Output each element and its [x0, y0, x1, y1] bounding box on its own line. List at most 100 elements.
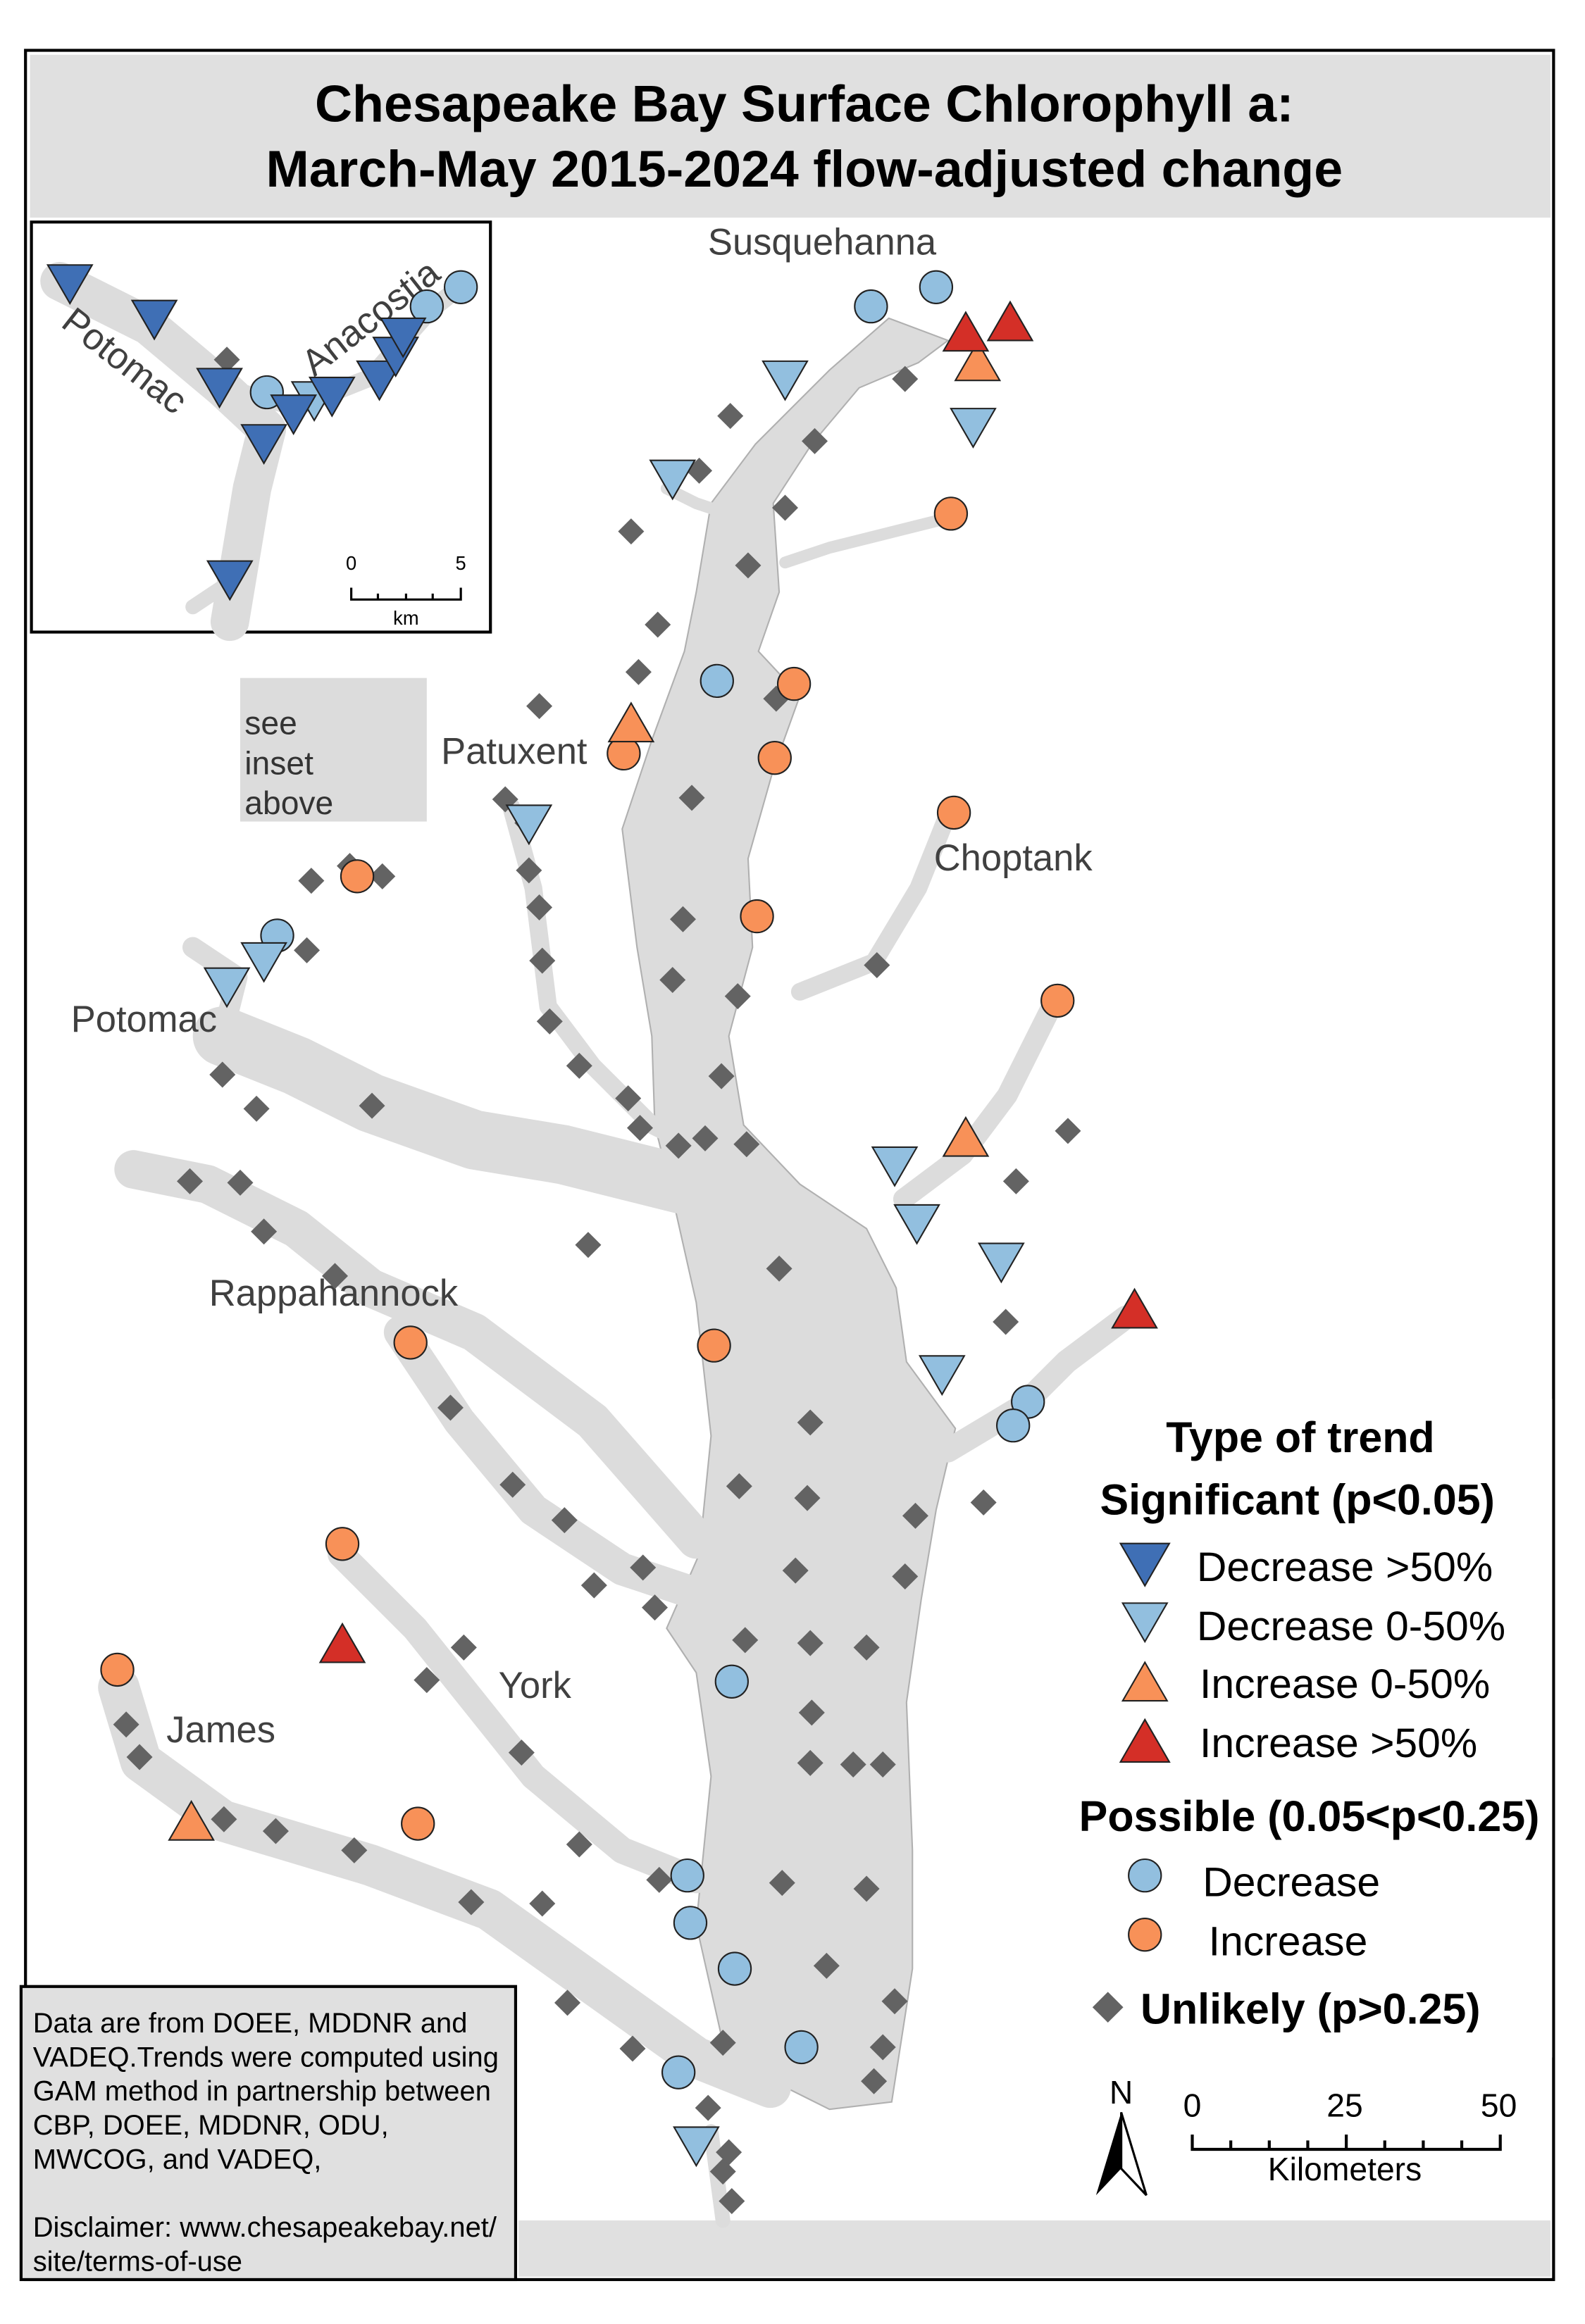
inset-scale-5: 5: [456, 552, 466, 574]
unlikely-marker: [526, 894, 553, 920]
unlikely-marker: [1002, 1168, 1029, 1194]
decrease-marker: [950, 408, 997, 449]
unlikely-marker: [782, 1557, 809, 1584]
possible-decrease-marker: [673, 1906, 708, 1940]
increase-marker: [168, 1799, 215, 1841]
unlikely-marker: [797, 1630, 823, 1656]
decrease-strong-marker: [270, 394, 318, 435]
legend-label-increase-strong: Increase >50%: [1200, 1720, 1477, 1766]
decrease-marker: [893, 1204, 940, 1245]
unlikely-marker: [708, 1063, 735, 1089]
possible-decrease-marker: [714, 1664, 749, 1699]
decrease-strong-marker: [356, 360, 403, 401]
unlikely-marker: [298, 868, 325, 894]
title-bar: [30, 54, 1551, 218]
disclaimer-line: MWCOG, and VADEQ,: [33, 2144, 322, 2175]
possible-increase-marker: [100, 1652, 135, 1687]
scale-tick-0: 0: [1183, 2087, 1202, 2124]
possible-decrease-marker: [409, 289, 444, 324]
map-title-line1: Chesapeake Bay Surface Chlorophyll a:: [315, 74, 1294, 132]
legend-label-decrease: Decrease 0-50%: [1197, 1604, 1505, 1649]
unlikely-marker: [551, 1507, 578, 1534]
unlikely-marker: [341, 1837, 368, 1863]
unlikely-marker: [369, 863, 396, 889]
possible-decrease-marker: [717, 1951, 752, 1986]
possible-decrease-marker: [444, 270, 478, 304]
possible-increase-marker: [933, 496, 969, 531]
increase-marker: [1121, 1661, 1169, 1702]
see-inset-line3: above: [244, 785, 333, 821]
unlikely-marker: [126, 1744, 153, 1770]
unlikely-marker: [642, 1594, 669, 1621]
unlikely-marker: [554, 1989, 581, 2016]
scale-tick-25: 25: [1326, 2087, 1362, 2124]
unlikely-marker: [516, 857, 542, 884]
unlikely-marker: [211, 1806, 237, 1832]
unlikely-marker: [869, 2034, 896, 2061]
unlikely-marker: [262, 1818, 289, 1844]
label-james: James: [166, 1709, 275, 1751]
unlikely-marker: [695, 2094, 721, 2121]
decrease-marker: [762, 360, 809, 401]
possible-decrease-marker: [661, 2055, 696, 2089]
decrease-marker: [649, 459, 697, 501]
increase-strong-marker: [986, 300, 1034, 342]
inset-scale-unit: km: [393, 607, 418, 629]
unlikely-marker: [892, 1563, 919, 1590]
label-choptank: Choptank: [934, 837, 1093, 879]
unlikely-marker: [709, 2159, 736, 2185]
scale-tick-50: 50: [1481, 2087, 1517, 2124]
disclaimer-line: Data are from DOEE, MDDNR and: [33, 2008, 468, 2039]
unlikely-marker: [802, 427, 828, 454]
unlikely-marker: [766, 1255, 792, 1282]
unlikely-marker: [771, 494, 798, 521]
unlikely-marker: [719, 2188, 745, 2215]
decrease-marker: [505, 804, 553, 846]
legend-label-decrease-strong: Decrease >50%: [1197, 1544, 1493, 1590]
unlikely-marker: [566, 1052, 592, 1079]
unlikely-marker: [575, 1232, 602, 1258]
unlikely-marker: [580, 1572, 607, 1599]
unlikely-marker: [294, 937, 321, 963]
decrease-marker: [240, 942, 287, 983]
legend-possible-heading: Possible (0.05<p<0.25): [1079, 1792, 1540, 1840]
possible-decrease-marker: [784, 2030, 819, 2065]
unlikely-marker: [709, 2030, 736, 2056]
decrease-strong-marker: [130, 299, 178, 341]
unlikely-marker: [659, 966, 686, 993]
north-arrow: N: [1095, 2074, 1148, 2197]
unlikely-marker: [645, 611, 671, 638]
unlikely-marker: [526, 693, 553, 720]
increase-strong-marker: [318, 1622, 366, 1663]
unlikely-marker: [692, 1125, 719, 1151]
increase-strong-marker: [942, 311, 990, 352]
possible-increase-marker: [1128, 1918, 1162, 1952]
label-patuxent: Patuxent: [441, 731, 588, 773]
possible-increase-marker: [393, 1325, 428, 1360]
possible-increase-marker: [757, 741, 792, 775]
unlikely-marker: [243, 1095, 270, 1122]
possible-increase-marker: [340, 859, 375, 894]
increase-marker: [954, 340, 1002, 382]
unlikely-marker: [892, 366, 919, 392]
unlikely-marker: [529, 1890, 556, 1917]
unlikely-marker: [213, 346, 240, 373]
unlikely-marker: [492, 786, 518, 813]
north-label: N: [1110, 2074, 1133, 2111]
decrease-marker: [203, 967, 251, 1008]
unlikely-marker: [227, 1169, 254, 1196]
unlikely-marker: [458, 1889, 485, 1916]
unlikely-marker: [813, 1952, 840, 1979]
legend: Type of trend Significant (p<0.05) Decre…: [1066, 1399, 1553, 2058]
unlikely-marker: [322, 1263, 349, 1289]
unlikely-marker: [798, 1699, 825, 1726]
decrease-strong-marker: [206, 560, 254, 601]
disclaimer-line: CBP, DOEE, MDDNR, ODU,: [33, 2110, 389, 2141]
inset-scale-bar: 0 5 km: [346, 552, 466, 629]
disclaimer-line: site/terms-of-use: [33, 2246, 242, 2277]
decrease-strong-marker: [240, 424, 287, 466]
see-inset-line1: see: [244, 705, 297, 742]
unlikely-marker: [625, 658, 652, 685]
legend-label-possible-decrease: Decrease: [1202, 1860, 1380, 1906]
possible-decrease-marker: [670, 1858, 704, 1893]
